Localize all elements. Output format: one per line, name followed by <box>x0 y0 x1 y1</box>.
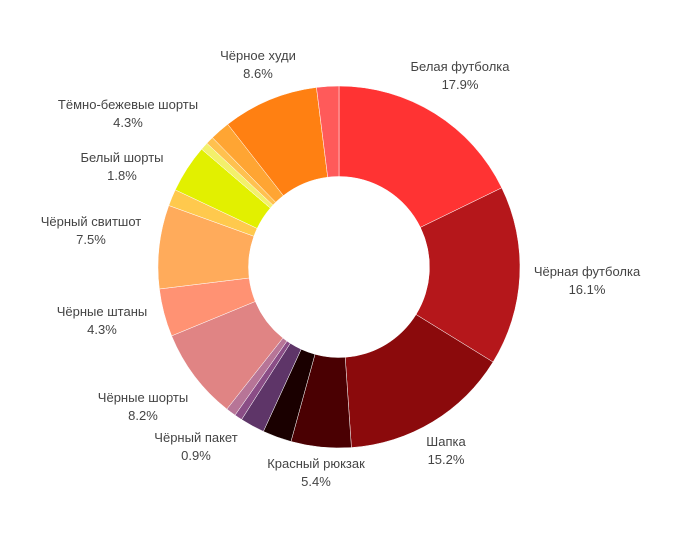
slice-2[interactable] <box>344 314 494 448</box>
slice-label-белая-футболка: Белая футболка <box>411 59 511 74</box>
slice-label-чёрное-худи: Чёрное худи <box>220 48 296 63</box>
slice-label-чёрная-футболка: Чёрная футболка <box>534 264 641 279</box>
slice-percent-чёрная-футболка: 16.1% <box>569 282 606 297</box>
slice-label-чёрные-штаны: Чёрные штаны <box>57 304 147 319</box>
slice-label-шапка: Шапка <box>426 434 466 449</box>
slice-percent-чёрное-худи: 8.6% <box>243 66 273 81</box>
slice-label-красный-рюкзак: Красный рюкзак <box>267 456 365 471</box>
slice-17[interactable] <box>316 85 340 178</box>
donut-slices <box>157 85 521 449</box>
slice-0[interactable] <box>338 85 503 228</box>
slice-percent-чёрные-штаны: 4.3% <box>87 322 117 337</box>
slice-label-чёрные-шорты: Чёрные шорты <box>98 390 188 405</box>
slice-percent-чёрный-свитшот: 7.5% <box>76 232 106 247</box>
slice-percent-чёрный-пакет: 0.9% <box>181 448 211 463</box>
slice-percent-шапка: 15.2% <box>428 452 465 467</box>
slice-percent-тёмно-бежевые-шорты: 4.3% <box>113 115 143 130</box>
slice-label-белый-шорты: Белый шорты <box>80 150 163 165</box>
slice-percent-чёрные-шорты: 8.2% <box>128 408 158 423</box>
slice-percent-белая-футболка: 17.9% <box>442 77 479 92</box>
slice-percent-красный-рюкзак: 5.4% <box>301 474 331 489</box>
slice-label-тёмно-бежевые-шорты: Тёмно-бежевые шорты <box>58 97 198 112</box>
donut-labels: Белая футболка 17.9% Чёрная футболка 16.1% Ш… <box>41 48 641 489</box>
slice-1[interactable] <box>415 187 521 363</box>
slice-percent-белый-шорты: 1.8% <box>107 168 137 183</box>
slice-label-чёрный-свитшот: Чёрный свитшот <box>41 214 142 229</box>
slice-label-чёрный-пакет: Чёрный пакет <box>154 430 237 445</box>
